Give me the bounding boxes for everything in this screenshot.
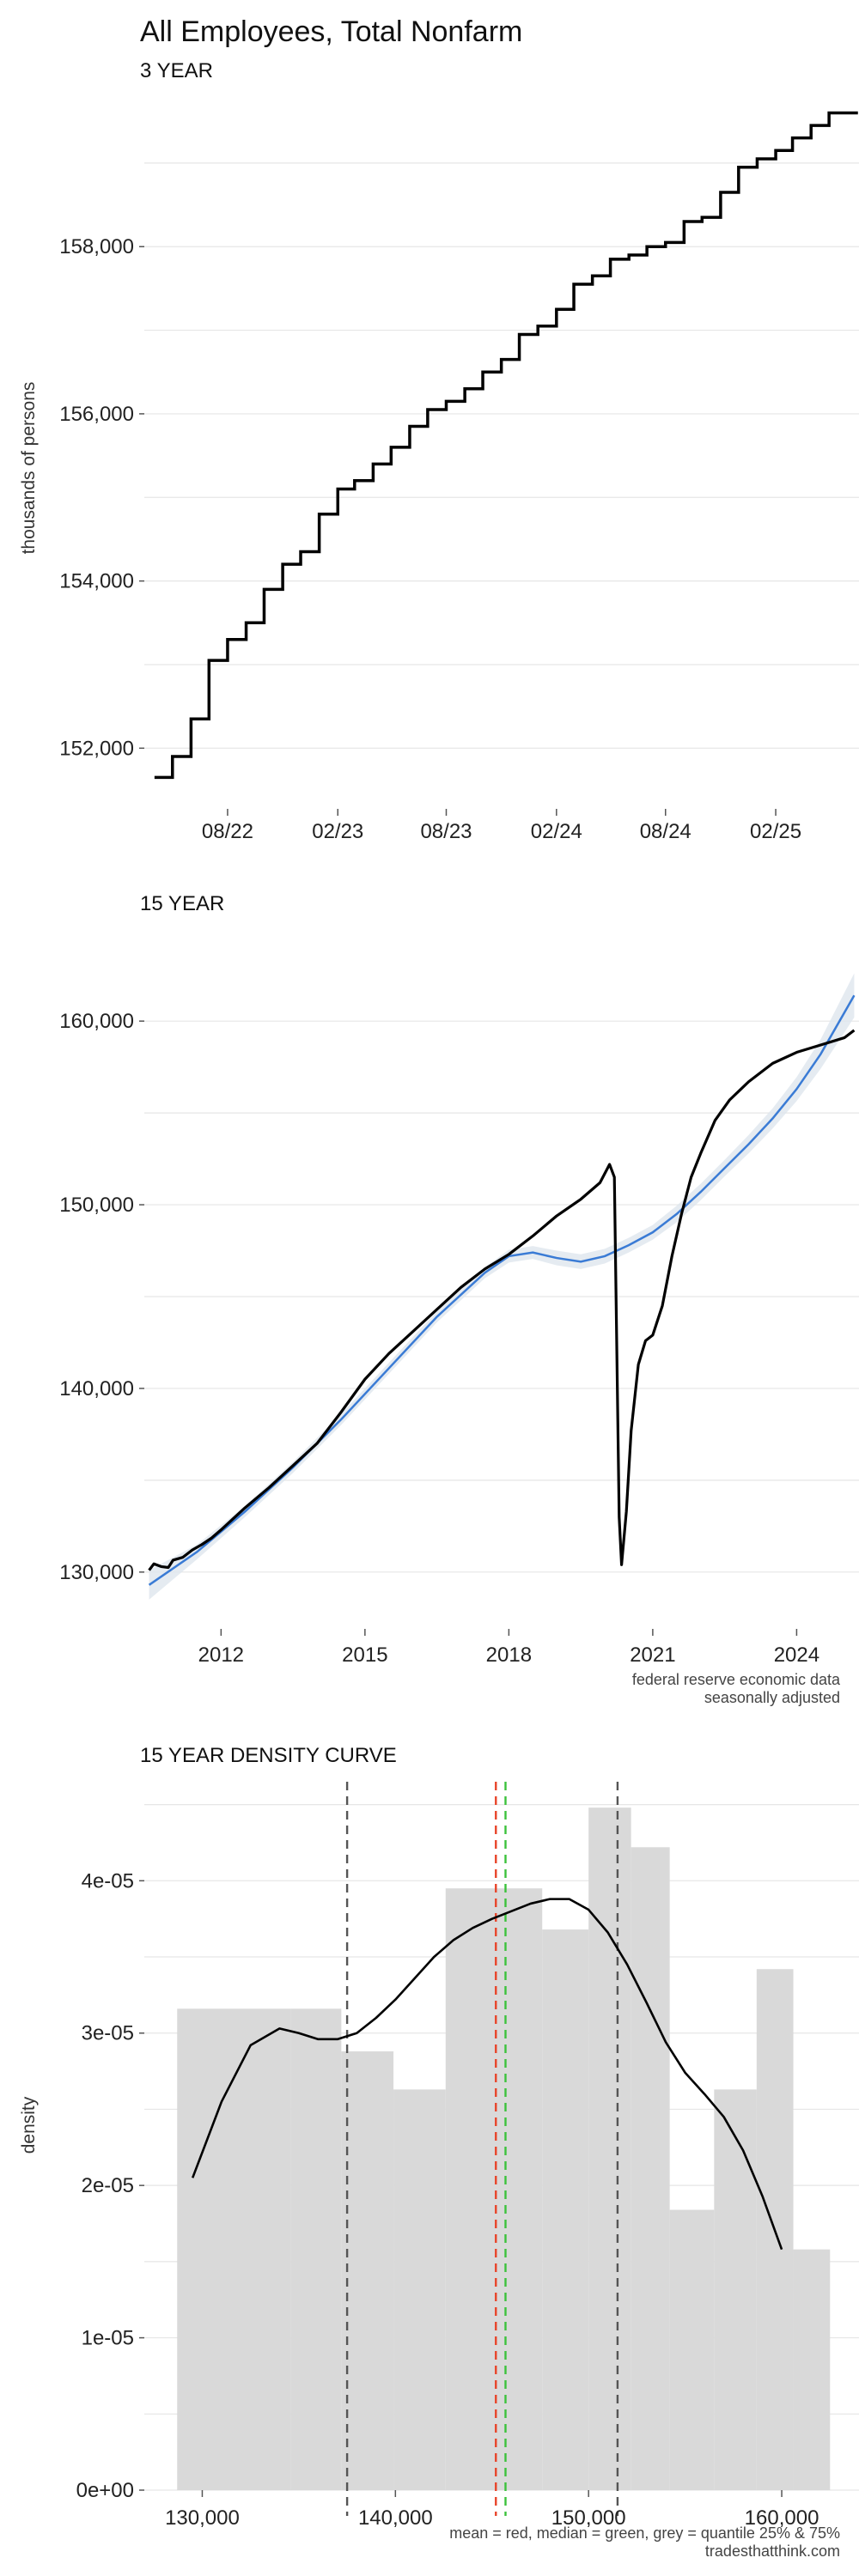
panel2-x-tick-label: 2012 xyxy=(198,1643,244,1667)
panel1-x-tick-label: 02/24 xyxy=(531,820,582,843)
panel3-histogram-bar xyxy=(631,1847,670,2490)
panel1-y-axis-label: thousands of persons xyxy=(19,382,39,555)
panel2-x-tick-label: 2024 xyxy=(774,1643,819,1667)
panel2-employment-line xyxy=(148,1029,856,1571)
panel3-y-tick-label: 0e+00 xyxy=(76,2479,134,2502)
panel-15-year-density: 0e+00 1e-05 2e-05 3e-05 4e-05 130,000 140,000 1… xyxy=(76,1782,859,2530)
panel3-y-tick-label: 2e-05 xyxy=(82,2174,134,2197)
panel1-y-tick-label: 154,000 xyxy=(59,570,134,593)
panel3-histogram-bar xyxy=(177,2008,291,2490)
panel1-subtitle: 3 YEAR xyxy=(140,59,213,82)
panel3-histogram-bar xyxy=(793,2249,831,2490)
panel3-subtitle: 15 YEAR DENSITY CURVE xyxy=(140,1744,397,1767)
panel3-y-tick-label: 1e-05 xyxy=(82,2327,134,2350)
panel3-x-tick-label: 140,000 xyxy=(358,2506,433,2530)
panel3-density-curve xyxy=(192,1898,783,2251)
panel-15-year: 130,000 140,000 150,000 160,000 2012 2015 2018… xyxy=(59,973,859,1667)
panel3-histogram-bar xyxy=(669,2209,715,2490)
panel3-histogram-bar xyxy=(494,1888,543,2490)
panel2-trend-line xyxy=(148,994,856,1586)
panel1-x-tick-label: 08/22 xyxy=(202,820,253,843)
panel2-y-tick-label: 160,000 xyxy=(59,1010,134,1033)
panel2-subtitle: 15 YEAR xyxy=(140,892,224,915)
adjustment-caption: seasonally adjusted xyxy=(704,1689,840,1706)
panel3-y-axis-label: density xyxy=(19,2096,39,2154)
panel1-x-tick-label: 02/23 xyxy=(312,820,363,843)
panel3-histogram-bar xyxy=(714,2089,757,2490)
panel3-y-tick-label: 4e-05 xyxy=(82,1869,134,1893)
panel3-histogram-bar xyxy=(341,2051,394,2490)
panel-3-year: 152,000 154,000 156,000 158,000 08/22 02/23 08… xyxy=(59,111,859,843)
panel1-employment-step-line xyxy=(154,111,858,780)
panel1-y-tick-label: 158,000 xyxy=(59,235,134,258)
panel1-y-tick-label: 156,000 xyxy=(59,403,134,426)
panel1-x-tick-label: 08/23 xyxy=(420,820,472,843)
panel2-y-tick-label: 150,000 xyxy=(59,1194,134,1217)
panel3-histogram-bar xyxy=(588,1807,631,2490)
chart-title: All Employees, Total Nonfarm xyxy=(140,15,522,48)
panel2-x-tick-label: 2015 xyxy=(342,1643,387,1667)
panel3-histogram-bar xyxy=(290,2008,342,2490)
panel3-x-tick-label: 160,000 xyxy=(745,2506,819,2530)
panel1-x-tick-label: 02/25 xyxy=(750,820,801,843)
panel2-trend-confidence-band xyxy=(149,973,855,1600)
panel2-y-tick-label: 130,000 xyxy=(59,1561,134,1584)
source-caption: federal reserve economic data xyxy=(632,1671,841,1688)
panel1-y-tick-label: 152,000 xyxy=(59,737,134,760)
panel3-histogram-bar xyxy=(393,2089,446,2490)
panel2-x-tick-label: 2018 xyxy=(486,1643,532,1667)
stats-legend-caption: mean = red, median = green, grey = quant… xyxy=(449,2524,840,2542)
panel3-histogram-bar xyxy=(445,1888,495,2490)
panel3-x-tick-label: 150,000 xyxy=(551,2506,626,2530)
panel2-x-tick-label: 2021 xyxy=(630,1643,675,1667)
panel3-x-tick-label: 130,000 xyxy=(165,2506,240,2530)
site-caption: tradesthatthink.com xyxy=(705,2543,840,2560)
panel2-y-tick-label: 140,000 xyxy=(59,1377,134,1400)
panel3-histogram-bar xyxy=(542,1929,589,2490)
panel3-y-tick-label: 3e-05 xyxy=(82,2022,134,2045)
panel1-x-tick-label: 08/24 xyxy=(640,820,691,843)
